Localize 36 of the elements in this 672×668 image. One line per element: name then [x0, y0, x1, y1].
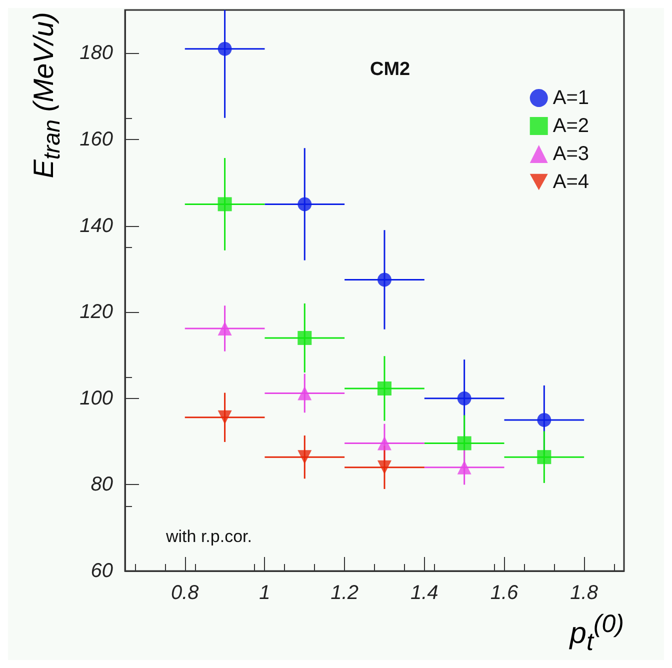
point: [298, 450, 312, 464]
point: [218, 321, 232, 336]
point: [377, 460, 392, 474]
point: [218, 410, 232, 424]
legend-label: A=2: [552, 115, 590, 137]
point: [537, 450, 552, 464]
point: [377, 272, 392, 287]
point: [298, 197, 312, 212]
point: [377, 381, 392, 396]
point: [298, 386, 312, 400]
point: [298, 330, 312, 345]
x-tick-label: 1: [259, 582, 270, 604]
annotation: CM2: [370, 59, 410, 80]
annotation: with r.p.cor.: [165, 527, 252, 546]
legend-label: A=1: [552, 87, 590, 109]
x-tick-label: 1.6: [490, 582, 520, 604]
x-tick-label: 1.4: [410, 582, 438, 604]
y-tick-label: 80: [90, 474, 113, 496]
x-tick-label: 1.8: [570, 582, 598, 604]
x-tick-label: 0.8: [170, 582, 199, 604]
y-tick-label: 160: [80, 128, 113, 150]
point: [218, 42, 232, 56]
y-tick-label: 60: [90, 560, 113, 582]
point: [377, 436, 392, 450]
point: [218, 197, 232, 212]
y-tick-label: 120: [80, 301, 113, 324]
point: [457, 460, 472, 474]
point: [457, 391, 472, 406]
legend-label: A=3: [552, 143, 590, 165]
x-tick-label: 1.2: [330, 582, 358, 604]
y-tick-label: 140: [80, 214, 113, 237]
point: [457, 436, 472, 450]
legend-label: A=4: [552, 171, 590, 193]
point: [537, 412, 552, 427]
y-tick-label: 180: [80, 42, 113, 64]
y-tick-label: 100: [80, 387, 113, 410]
